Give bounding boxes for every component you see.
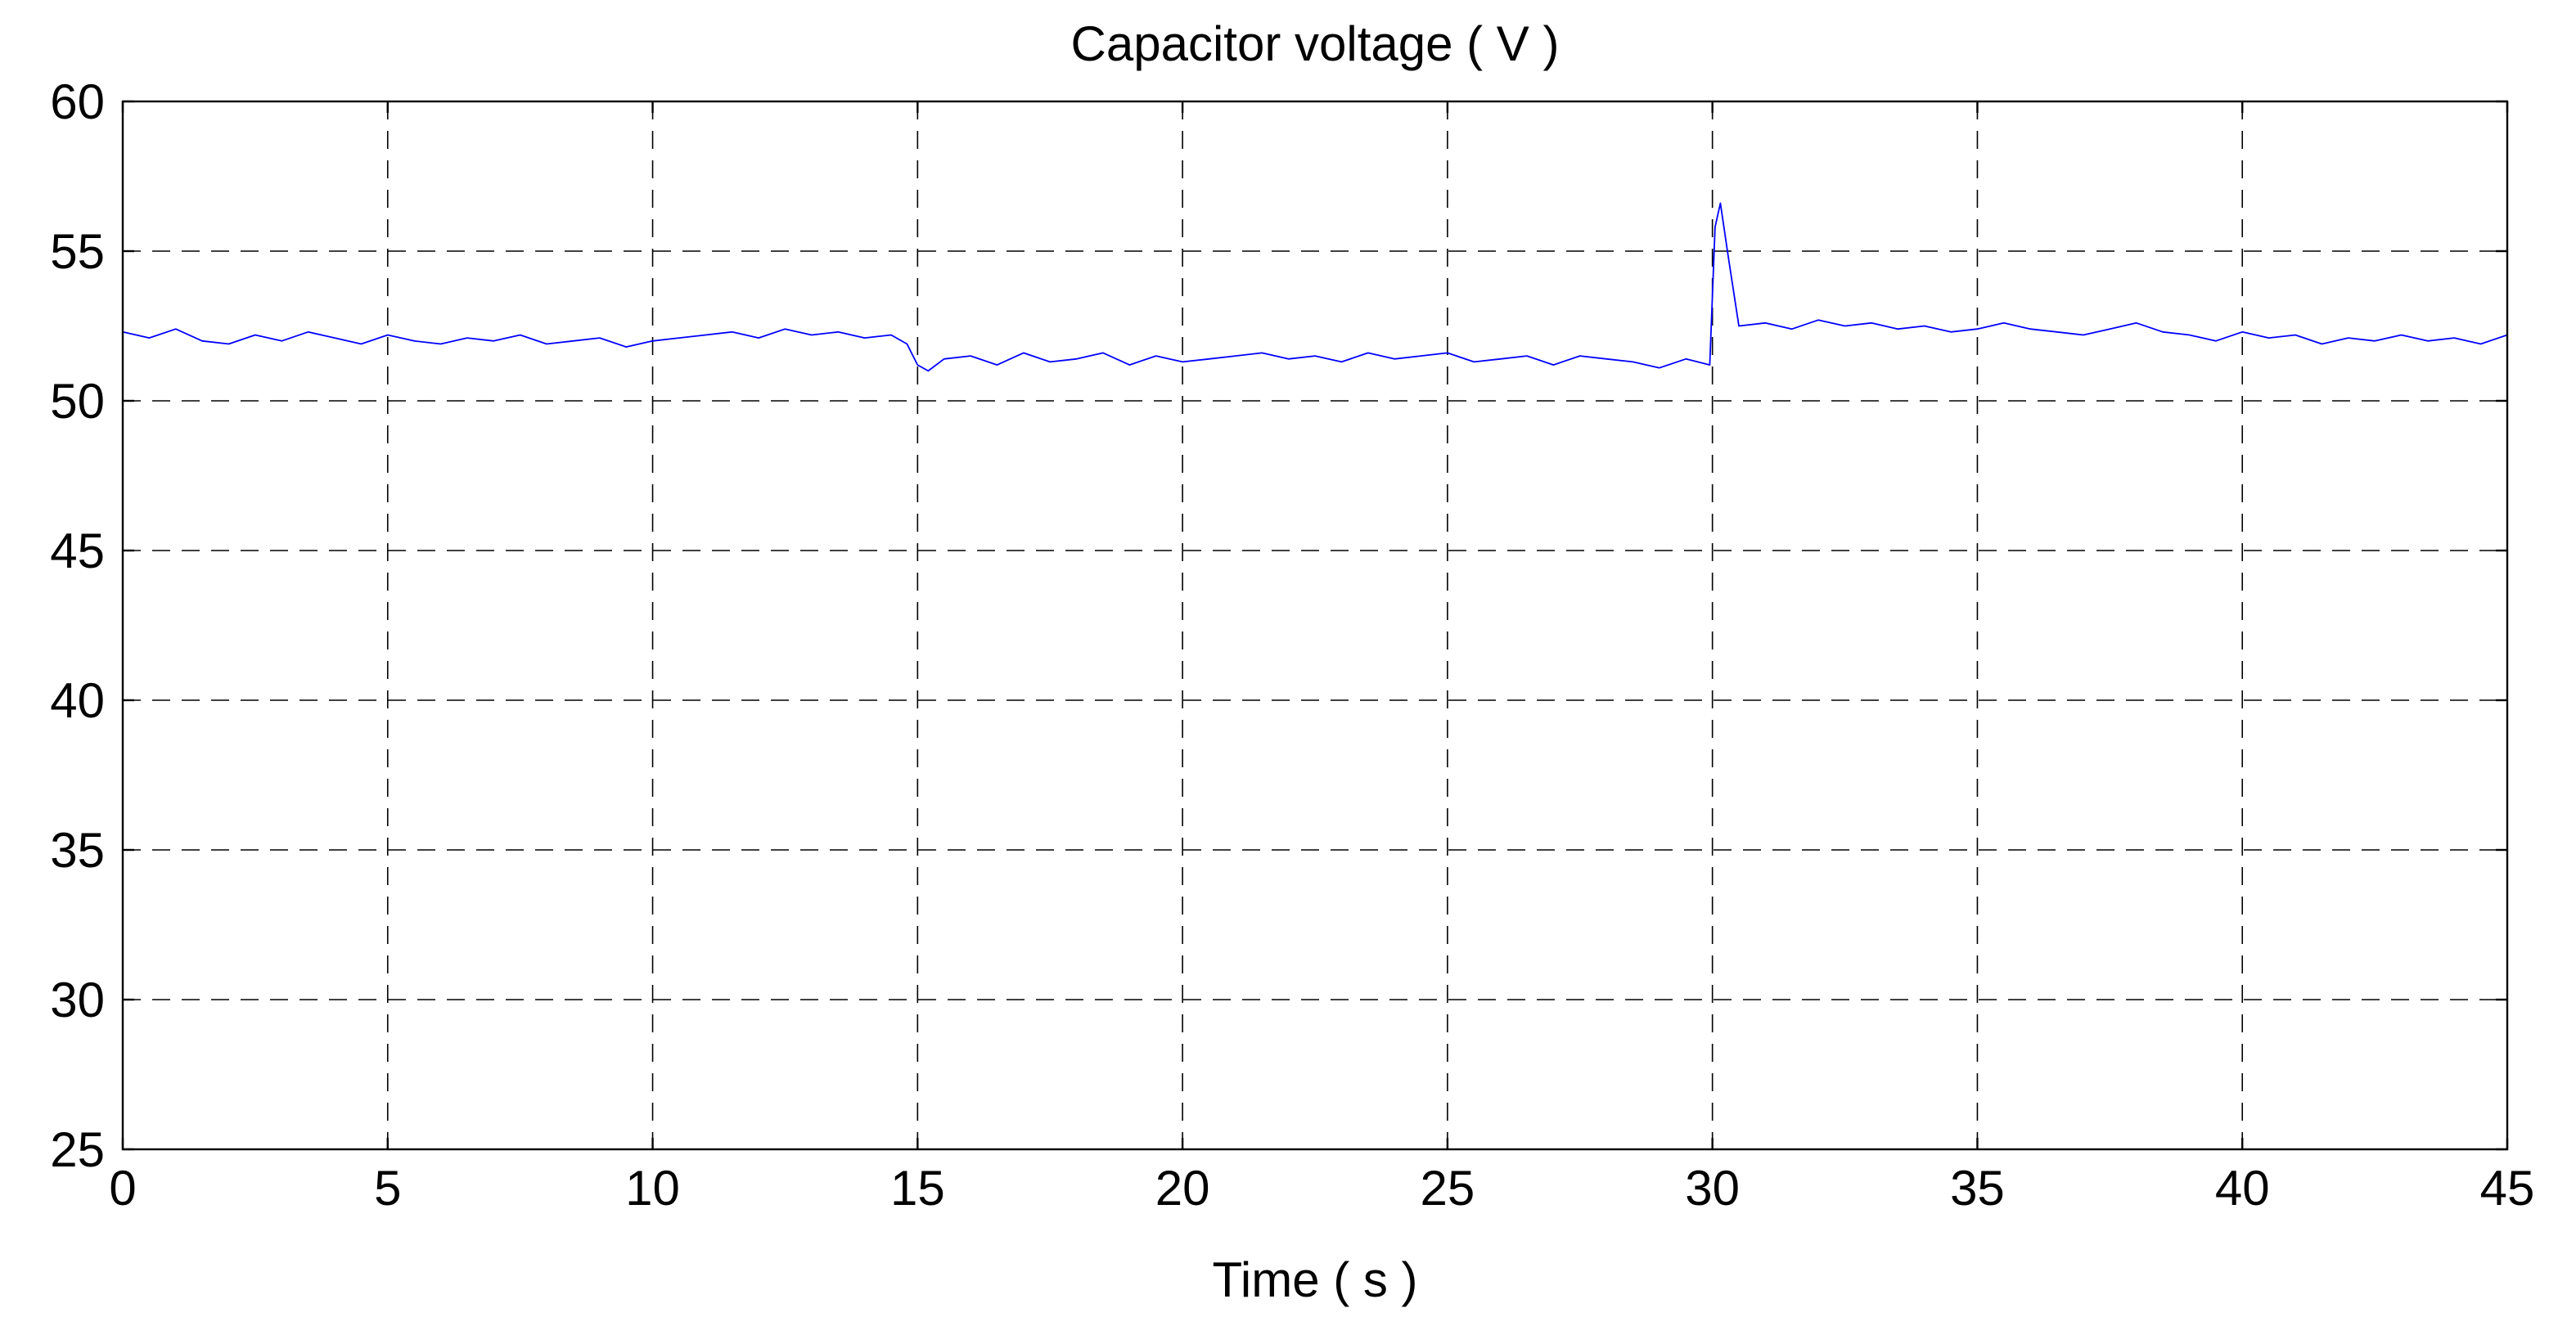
tick-marks [121,100,2509,1151]
x-tick-label: 5 [374,1161,401,1216]
chart-title: Capacitor voltage ( V ) [1071,16,1560,71]
x-tick-label: 0 [109,1161,136,1216]
y-tick-label: 30 [50,973,105,1027]
x-tick-label: 30 [1685,1161,1740,1216]
x-tick-label: 20 [1155,1161,1210,1216]
x-gridlines [386,101,2244,1149]
x-tick-label: 40 [2215,1161,2270,1216]
x-tick-labels: 0 5 10 15 20 25 30 35 40 45 [109,1161,2534,1216]
x-tick-label: 15 [890,1161,945,1216]
series-line [122,202,2508,372]
y-tick-label: 35 [50,823,105,878]
y-gridlines [123,250,2507,1000]
y-tick-label: 25 [50,1122,105,1177]
series-layer [122,202,2508,372]
y-tick-label: 45 [50,524,105,578]
x-tick-label: 10 [625,1161,680,1216]
x-axis-label: Time ( s ) [1212,1252,1417,1307]
x-tick-label: 25 [1421,1161,1475,1216]
plot-frame [121,100,2509,1151]
x-tick-label: 45 [2480,1161,2535,1216]
y-tick-labels: 25 30 35 40 45 50 55 60 [50,74,105,1177]
y-tick-label: 50 [50,374,105,429]
x-tick-label: 35 [1950,1161,2005,1216]
y-tick-label: 60 [50,74,105,129]
y-tick-label: 55 [50,224,105,279]
y-tick-label: 40 [50,673,105,728]
